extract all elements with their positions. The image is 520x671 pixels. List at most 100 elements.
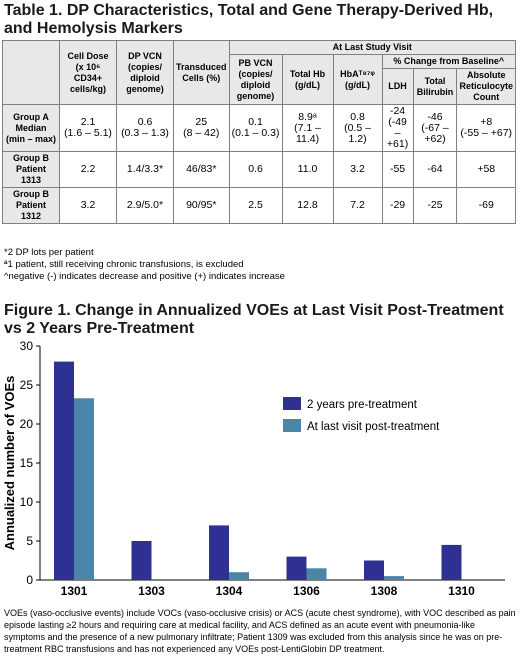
col-header-ldh: LDH [381, 68, 414, 105]
table-cell: 12.8 [281, 187, 334, 224]
header-line: Absolute [466, 70, 506, 80]
bar-1304-post [229, 572, 249, 580]
header-line: Total Hb [289, 68, 326, 79]
table-row: Group B Patient 1313 2.2 1.4/3.3* 46/83* 0.6 11… [2, 151, 516, 188]
header-line: genome) [126, 83, 164, 94]
table-cell: -55 [381, 151, 414, 188]
header-line: (g/dL) [345, 79, 371, 90]
bar-1308-pre [364, 560, 384, 580]
table-cell: 0.1 (0.1 – 0.3) [228, 104, 283, 152]
col-header-bilirubin: Total Bilirubin [412, 68, 458, 105]
x-tick-label: 1303 [138, 584, 165, 598]
bar-1301-pre [54, 361, 74, 580]
bar-1310-pre [441, 544, 462, 580]
col-header-pb-vcn: PB VCN (copies/diploid genome) [228, 54, 283, 105]
legend-swatch [283, 397, 301, 410]
legend-label: 2 years pre-treatment [307, 399, 418, 411]
note-line: *2 DP lots per patient [4, 247, 94, 258]
table-cell: 2.1 (1.6 – 5.1) [59, 104, 117, 152]
col-header-hba: HbAᵀ⁸⁷ᵠ (g/dL) [332, 54, 383, 105]
table-cell: 25 (8 – 42) [173, 104, 230, 152]
header-line: Total [424, 75, 446, 86]
x-tick-label: 1304 [216, 584, 243, 598]
table-cell: 2.9/5.0* [116, 187, 174, 224]
table-cell: 2.2 [59, 151, 117, 188]
col-header-cell-dose: Cell Dose (x 10⁶ CD34+ cells/kg) [59, 40, 117, 105]
table-cell: -29 [381, 187, 414, 224]
table-cell: +8 (-55 – +67) [456, 104, 516, 152]
header-line: diploid [130, 72, 160, 83]
table-row: Group A Median (min – max) 2.1 (1.6 – 5.1) 0.… [2, 104, 516, 152]
table-cell: 1.4/3.3* [116, 151, 174, 188]
header-line: (copies/ [238, 68, 273, 79]
header-line: Reticulocyte [459, 81, 513, 91]
note-line: ª1 patient, still receiving chronic tran… [4, 259, 244, 270]
header-line: Cells (%) [182, 72, 221, 83]
table-cell: -24 (-49 – +61) [381, 104, 414, 152]
x-tick-label: 1301 [61, 584, 88, 598]
y-tick-label: 0 [26, 573, 33, 587]
y-tick-label: 20 [20, 417, 34, 431]
y-tick-label: 15 [20, 456, 34, 470]
table-row: Group B Patient 1312 3.2 2.9/5.0* 90/95* 2.5 12… [2, 187, 516, 224]
legend-swatch [283, 419, 301, 432]
voe-bar-chart: 0 5 10 15 20 25 30 Annualized number of VOEs 130… [2, 339, 505, 598]
table-cell: 46/83* [173, 151, 230, 188]
bar-1306-pre [286, 556, 307, 580]
bar-1308-post [384, 576, 404, 580]
table-cell: 3.2 [59, 187, 117, 224]
table-cell: -46 (-67 – +62) [412, 104, 458, 152]
header-line: diploid [240, 79, 271, 90]
header-line: Cell Dose [67, 50, 109, 61]
bar-1304-pre [209, 525, 229, 580]
table-cell: -64 [412, 151, 458, 188]
table-cell: 0.8 (0.5 – 1.2) [332, 104, 383, 152]
col-header-total-hb: Total Hb (g/dL) [281, 54, 334, 105]
header-line: (copies/ [127, 61, 162, 72]
header-line: CD34+ [73, 72, 103, 83]
y-axis-label: Annualized number of VOEs [2, 376, 17, 551]
table-cell: 90/95* [173, 187, 230, 224]
table-cell: +58 [456, 151, 516, 188]
table-cell: -69 [456, 187, 516, 224]
bar-1306-post [306, 568, 327, 580]
x-tick-label: 1306 [293, 584, 320, 598]
table-cell: 0.6 [228, 151, 283, 188]
y-tick-label: 10 [20, 495, 34, 509]
row-label: Group B Patient 1313 [2, 151, 60, 188]
header-line: (g/dL) [295, 79, 321, 90]
header-line: genome) [236, 90, 275, 101]
table-notes: *2 DP lots per patient ª1 patient, still… [4, 247, 516, 283]
subgroup-header-change: % Change from Baseline^ [381, 54, 517, 69]
note-line: ^negative (-) indicates decrease and pos… [4, 271, 285, 282]
header-line: DP VCN [128, 50, 162, 61]
header-line: Bilirubin [416, 86, 454, 97]
header-line: LDH [388, 81, 407, 91]
table-title: Table 1. DP Characteristics, Total and G… [4, 2, 494, 37]
header-line: Count [473, 92, 500, 102]
empty-header-cell [2, 40, 60, 105]
table-cell: 0.6 (0.3 – 1.3) [116, 104, 174, 152]
header-line: PB VCN [238, 57, 273, 68]
row-label: Group A Median (min – max) [2, 104, 60, 152]
x-tick-label: 1310 [448, 584, 475, 598]
figure-caption: VOEs (vaso-occlusive events) include VOC… [4, 608, 516, 654]
x-tick-label: 1308 [371, 584, 398, 598]
col-header-dp-vcn: DP VCN (copies/diploid genome) [116, 40, 174, 105]
header-line: HbAᵀ⁸⁷ᵠ [340, 68, 375, 79]
bar-1301-post [74, 398, 94, 580]
header-line: cells/kg) [69, 83, 107, 94]
y-tick-label: 5 [26, 534, 33, 548]
table-cell: 3.2 [332, 151, 383, 188]
table-cell: 11.0 [281, 151, 334, 188]
col-header-reticulocyte: Absolute Reticulocyte Count [456, 68, 516, 105]
table-cell: 8.9ᵃ (7.1 – 11.4) [281, 104, 334, 152]
y-tick-label: 25 [20, 378, 34, 392]
row-label: Group B Patient 1312 [2, 187, 60, 224]
group-header-last-visit: At Last Study Visit [228, 40, 517, 55]
figure-title: Figure 1. Change in Annualized VOEs at L… [4, 302, 504, 337]
col-header-transduced: Transduced Cells (%) [173, 40, 230, 105]
header-line: Transduced [176, 61, 227, 72]
table-cell: 7.2 [332, 187, 383, 224]
legend-label: At last visit post-treatment [307, 421, 440, 433]
